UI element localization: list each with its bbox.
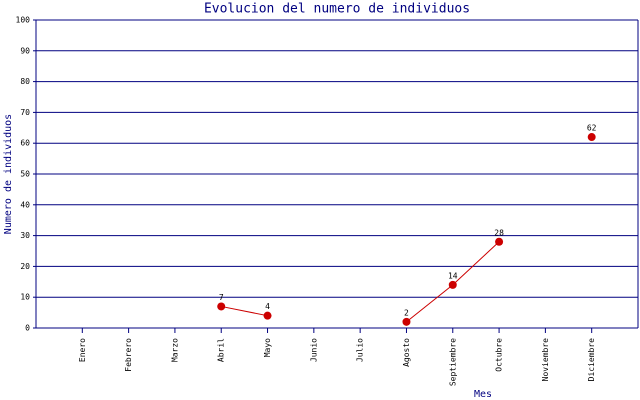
y-tick-label: 40	[20, 200, 30, 209]
y-tick-label: 30	[20, 231, 30, 240]
chart-title: Evolucion del numero de individuos	[204, 2, 470, 17]
x-tick-label: Abril	[217, 338, 226, 362]
y-tick-label: 90	[20, 46, 30, 55]
x-tick-label: Octubre	[495, 338, 504, 372]
y-tick-label: 60	[20, 139, 30, 148]
data-label: 14	[448, 271, 458, 280]
line-segment	[221, 305, 268, 317]
y-tick-label: 70	[20, 108, 30, 117]
x-tick-label: Septiembre	[448, 338, 457, 386]
data-point	[587, 133, 596, 142]
x-tick-label: Agosto	[402, 338, 411, 367]
x-tick-label: Marzo	[170, 338, 179, 362]
x-tick-label: Enero	[78, 338, 87, 362]
data-label: 2	[404, 308, 409, 317]
data-point	[448, 280, 457, 289]
x-axis-title: Mes	[474, 389, 492, 400]
data-label: 4	[265, 302, 270, 311]
data-point	[402, 317, 411, 326]
y-tick-label: 80	[20, 77, 30, 86]
data-point	[263, 311, 272, 320]
x-tick-label: Noviembre	[541, 338, 550, 382]
data-point	[217, 302, 226, 311]
data-label: 7	[219, 293, 224, 302]
data-label: 28	[494, 228, 504, 237]
y-tick-label: 100	[16, 16, 31, 25]
x-tick-label: Diciembre	[587, 338, 596, 382]
data-label: 62	[587, 124, 597, 133]
x-tick-label: Febrero	[124, 338, 133, 372]
y-tick-label: 0	[25, 324, 30, 333]
x-tick-label: Mayo	[263, 338, 272, 357]
y-tick-label: 50	[20, 170, 30, 179]
data-point	[495, 237, 504, 246]
y-axis-title: Numero de individuos	[3, 114, 14, 234]
x-tick-label: Junio	[309, 338, 318, 362]
x-tick-label: Julio	[356, 338, 365, 362]
y-tick-label: 10	[20, 293, 30, 302]
y-tick-label: 20	[20, 262, 30, 271]
